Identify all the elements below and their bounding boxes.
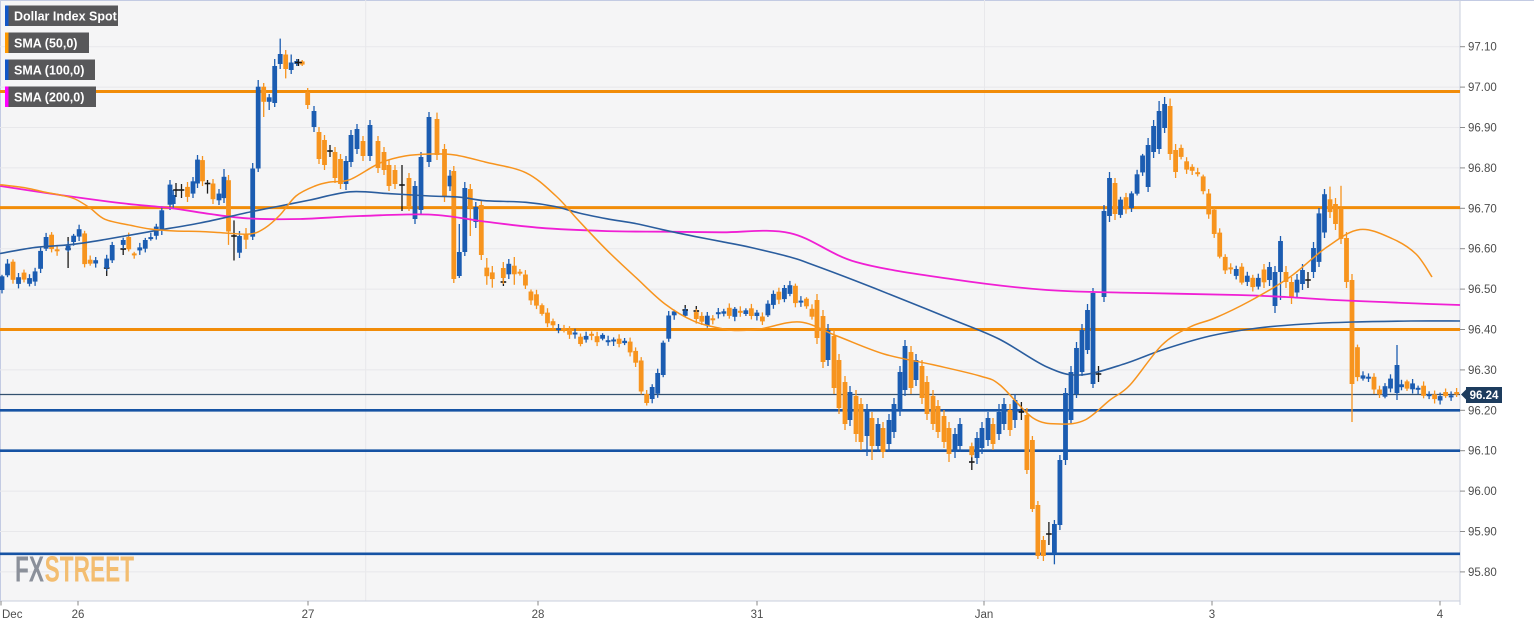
svg-text:31: 31 (751, 609, 764, 621)
svg-text:96.40: 96.40 (1468, 325, 1497, 337)
svg-text:4: 4 (1437, 609, 1444, 621)
svg-text:96.00: 96.00 (1468, 486, 1497, 498)
svg-text:95.90: 95.90 (1468, 527, 1497, 539)
svg-text:SMA (100,0): SMA (100,0) (14, 64, 84, 78)
svg-text:Dollar Index Spot: Dollar Index Spot (14, 10, 118, 24)
svg-text:27: 27 (302, 609, 315, 621)
svg-text:96.70: 96.70 (1468, 203, 1497, 215)
svg-text:96.90: 96.90 (1468, 123, 1497, 135)
svg-text:FX: FX (15, 550, 44, 589)
svg-text:SMA (50,0): SMA (50,0) (14, 37, 77, 51)
svg-text:SMA (200,0): SMA (200,0) (14, 91, 84, 105)
svg-text:3: 3 (1209, 609, 1215, 621)
svg-text:97.10: 97.10 (1468, 42, 1497, 54)
svg-text:96.60: 96.60 (1468, 244, 1497, 256)
svg-text:96.24: 96.24 (1470, 390, 1499, 402)
svg-text:Dec: Dec (2, 609, 23, 621)
svg-text:96.10: 96.10 (1468, 446, 1497, 458)
svg-text:26: 26 (72, 609, 85, 621)
svg-text:96.20: 96.20 (1468, 405, 1497, 417)
svg-text:96.50: 96.50 (1468, 284, 1497, 296)
svg-text:STREET: STREET (45, 550, 135, 589)
svg-text:96.30: 96.30 (1468, 365, 1497, 377)
svg-text:Jan: Jan (975, 609, 994, 621)
svg-text:96.80: 96.80 (1468, 163, 1497, 175)
svg-text:95.80: 95.80 (1468, 567, 1497, 579)
svg-text:28: 28 (532, 609, 545, 621)
svg-text:97.00: 97.00 (1468, 82, 1497, 94)
